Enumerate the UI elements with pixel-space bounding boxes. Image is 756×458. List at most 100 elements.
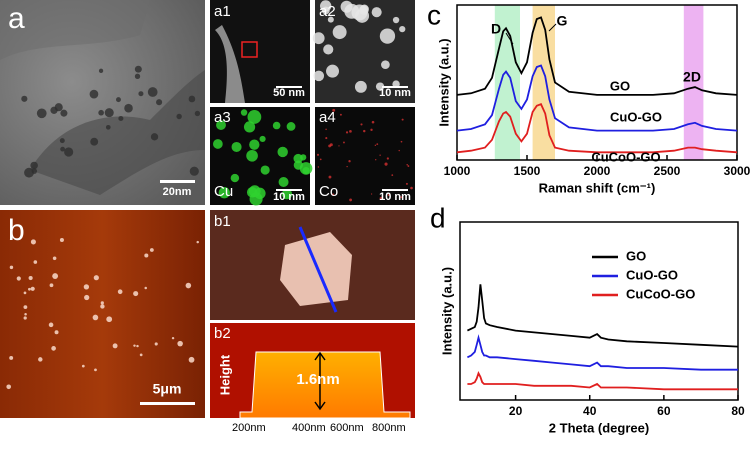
speck: [354, 80, 367, 93]
speck: [384, 162, 388, 166]
speck: [60, 146, 66, 152]
panel-label: a3: [214, 109, 231, 126]
series-label: GO: [610, 78, 630, 93]
speck: [104, 108, 114, 118]
legend-label: CuO-GO: [626, 267, 678, 282]
speck: [133, 344, 136, 347]
x-tick-label: 80: [731, 404, 745, 418]
scale-bar: [160, 180, 195, 183]
speck: [359, 5, 369, 15]
speck: [176, 113, 182, 120]
speck: [316, 153, 320, 156]
tick-label: 200nm: [232, 422, 266, 434]
x-axis-label: Raman shift (cm⁻¹): [539, 180, 656, 195]
speck: [28, 287, 31, 291]
x-tick-label: 60: [657, 404, 671, 418]
panel-b: b 5μm: [0, 210, 205, 418]
speck: [64, 147, 74, 157]
element-label: Co: [319, 183, 338, 200]
speck: [375, 82, 385, 91]
speck: [302, 166, 310, 175]
line-series: [456, 16, 738, 96]
speck: [144, 286, 147, 290]
speck: [400, 196, 403, 199]
panel-label: a4: [319, 109, 336, 126]
speck: [98, 109, 104, 116]
speck: [300, 154, 307, 161]
speck: [349, 198, 353, 202]
legend-label: GO: [626, 248, 646, 263]
speck: [371, 7, 382, 18]
speck: [327, 16, 334, 23]
speck: [194, 110, 201, 117]
leader: [505, 32, 514, 45]
speck: [54, 330, 59, 335]
speck: [149, 248, 154, 252]
speck: [6, 384, 12, 390]
speck: [401, 118, 404, 121]
speck: [381, 60, 390, 70]
speck: [117, 289, 123, 295]
speck: [348, 160, 351, 163]
speck: [196, 240, 199, 244]
speck: [112, 343, 118, 349]
annotation: 1.6nm: [296, 371, 339, 388]
speck: [52, 273, 59, 279]
x-tick-label: 1000: [444, 164, 471, 178]
speck: [259, 135, 266, 143]
speck: [212, 139, 223, 149]
flakes: [6, 237, 199, 390]
speck: [134, 73, 141, 79]
speck: [139, 353, 143, 357]
band-label: G: [557, 13, 568, 29]
speck: [156, 99, 163, 106]
speck: [321, 6, 330, 15]
speck: [400, 140, 403, 143]
speck: [340, 0, 353, 13]
panel-label: d: [430, 202, 446, 233]
band: [532, 5, 555, 160]
series-label: CuO-GO: [610, 109, 662, 124]
tick-label: 800nm: [372, 422, 406, 434]
y-axis-label: Intensity (a.u.): [439, 267, 454, 355]
line-series: [467, 284, 739, 348]
speck: [51, 346, 56, 351]
speck: [392, 16, 400, 24]
speck: [216, 120, 226, 130]
x-tick-label: 20: [509, 404, 523, 418]
speck: [36, 108, 47, 119]
speck: [23, 305, 28, 309]
x-axis-label: 2 Theta (degree): [549, 420, 649, 435]
speck: [406, 164, 408, 166]
band-label: D: [491, 21, 501, 37]
speck: [323, 44, 334, 55]
x-tick-label: 3000: [724, 164, 751, 178]
speck: [30, 239, 36, 245]
speck: [277, 146, 288, 158]
speck: [246, 186, 258, 198]
speck: [371, 120, 375, 124]
speck: [24, 167, 34, 178]
speck: [136, 344, 139, 348]
speck: [106, 316, 113, 323]
speck: [59, 237, 64, 243]
speck: [410, 186, 413, 190]
speck: [231, 141, 242, 153]
speck: [59, 138, 65, 144]
speck: [319, 158, 322, 161]
panel-a: a 20nm: [0, 0, 205, 205]
speck: [134, 65, 142, 73]
speck: [332, 25, 347, 40]
scale-bar: [382, 86, 408, 88]
series-label: CuCoO-GO: [591, 149, 660, 164]
speck: [331, 193, 335, 196]
panel-label: b: [8, 214, 25, 247]
speck: [360, 123, 363, 126]
scale-bar: [276, 86, 302, 88]
speck: [28, 275, 33, 281]
speck: [48, 322, 54, 328]
x-tick-label: 2000: [584, 164, 611, 178]
speck: [398, 149, 400, 152]
panel-label: c: [427, 0, 441, 30]
particles: [312, 0, 406, 93]
